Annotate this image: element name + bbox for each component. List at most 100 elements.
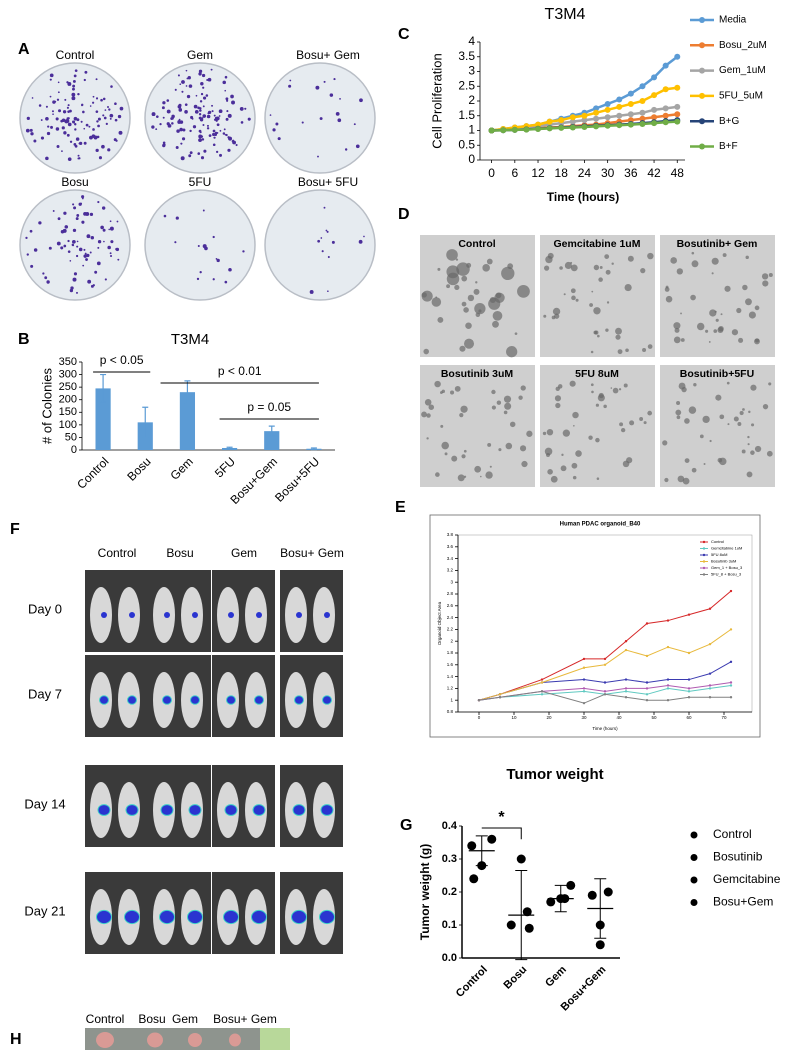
y-tick-label: 2.8 <box>447 591 454 596</box>
legend-label: 5FU 8uM <box>711 552 727 557</box>
x-tick-label: 48 <box>671 166 685 180</box>
colony <box>102 97 106 101</box>
colony <box>227 113 232 118</box>
organoid <box>747 435 750 439</box>
data-point <box>624 640 628 643</box>
tumor <box>96 1032 114 1048</box>
colony <box>83 141 87 145</box>
colony <box>75 137 80 141</box>
x-tick-label: Control <box>454 964 490 1000</box>
colony <box>212 235 215 239</box>
colony <box>56 98 60 101</box>
bioluminescence <box>226 695 236 705</box>
organoid <box>428 404 435 410</box>
colony <box>60 119 64 123</box>
data-point <box>662 86 669 93</box>
organoid <box>460 405 468 413</box>
colony <box>72 244 75 247</box>
organoid <box>544 447 553 456</box>
legend-label: Gemcitabine <box>713 872 781 886</box>
colony <box>211 104 214 107</box>
organoid-image <box>540 235 655 357</box>
data-point <box>729 696 733 699</box>
x-axis-title: Time (hours) <box>547 190 619 204</box>
organoid <box>457 474 465 482</box>
y-tick-label: 1.2 <box>447 686 454 691</box>
legend-marker <box>699 143 705 150</box>
colony <box>335 111 340 116</box>
organoid <box>612 387 619 394</box>
colony <box>25 236 28 240</box>
colony <box>92 95 95 98</box>
colony <box>111 114 114 117</box>
colony <box>107 245 111 250</box>
colony <box>189 129 192 133</box>
bioluminescence <box>228 612 234 618</box>
colony <box>40 119 43 121</box>
colony <box>60 246 64 250</box>
organoid <box>684 418 690 424</box>
organoid <box>691 467 697 473</box>
data-point <box>603 887 613 897</box>
colony <box>184 110 188 114</box>
y-axis-title: Organoid Object Area <box>437 601 442 645</box>
data-point <box>708 687 712 690</box>
y-axis-title: Tumor weight (g) <box>418 844 432 940</box>
chart-frame <box>429 514 761 738</box>
data-point <box>687 613 691 616</box>
data-point <box>566 880 576 890</box>
bar <box>264 431 280 450</box>
data-point <box>627 90 634 97</box>
colony <box>327 290 329 292</box>
colony <box>67 104 70 107</box>
bioluminescence <box>322 695 332 705</box>
plate-label: Bosu+ 5FU <box>298 175 358 189</box>
organoid <box>489 297 496 304</box>
colony <box>188 84 193 88</box>
organoid <box>737 422 742 426</box>
data-point <box>546 125 553 132</box>
organoid <box>711 257 719 265</box>
colony <box>175 146 179 150</box>
colony <box>30 264 34 268</box>
organoid <box>454 284 460 291</box>
organoid <box>465 322 472 329</box>
colony <box>92 128 95 131</box>
colony <box>82 264 85 267</box>
image-label: Gemcitabine 1uM <box>554 238 641 250</box>
organoid <box>745 298 752 306</box>
organoid <box>486 258 493 265</box>
organoid <box>459 413 464 418</box>
colony <box>69 140 73 143</box>
y-tick-label: 1.8 <box>447 650 454 655</box>
colony <box>321 250 324 253</box>
organoid <box>504 402 512 410</box>
colony <box>103 116 107 120</box>
organoid <box>572 475 577 480</box>
colony <box>67 250 71 253</box>
organoid <box>719 414 725 420</box>
organoid <box>754 305 760 311</box>
colony <box>64 98 67 101</box>
organoid <box>575 450 582 457</box>
legend-label: Bosu_2uM <box>719 40 767 51</box>
data-point <box>500 127 507 134</box>
organoid <box>642 348 647 352</box>
organoid <box>547 469 553 475</box>
colony <box>107 106 109 108</box>
colony <box>109 226 114 231</box>
data-point <box>511 126 518 133</box>
colony <box>84 252 87 255</box>
data-point <box>666 619 670 622</box>
data-point <box>546 897 556 907</box>
colony <box>193 104 198 109</box>
organoid <box>591 290 594 293</box>
organoid <box>705 329 709 333</box>
data-point <box>498 696 502 699</box>
organoid <box>720 313 723 316</box>
organoid-image <box>660 235 775 357</box>
x-axis-title: Time (hours) <box>592 726 618 731</box>
y-tick-label: 1.4 <box>447 674 454 679</box>
colony <box>107 148 111 152</box>
data-point <box>674 118 681 125</box>
